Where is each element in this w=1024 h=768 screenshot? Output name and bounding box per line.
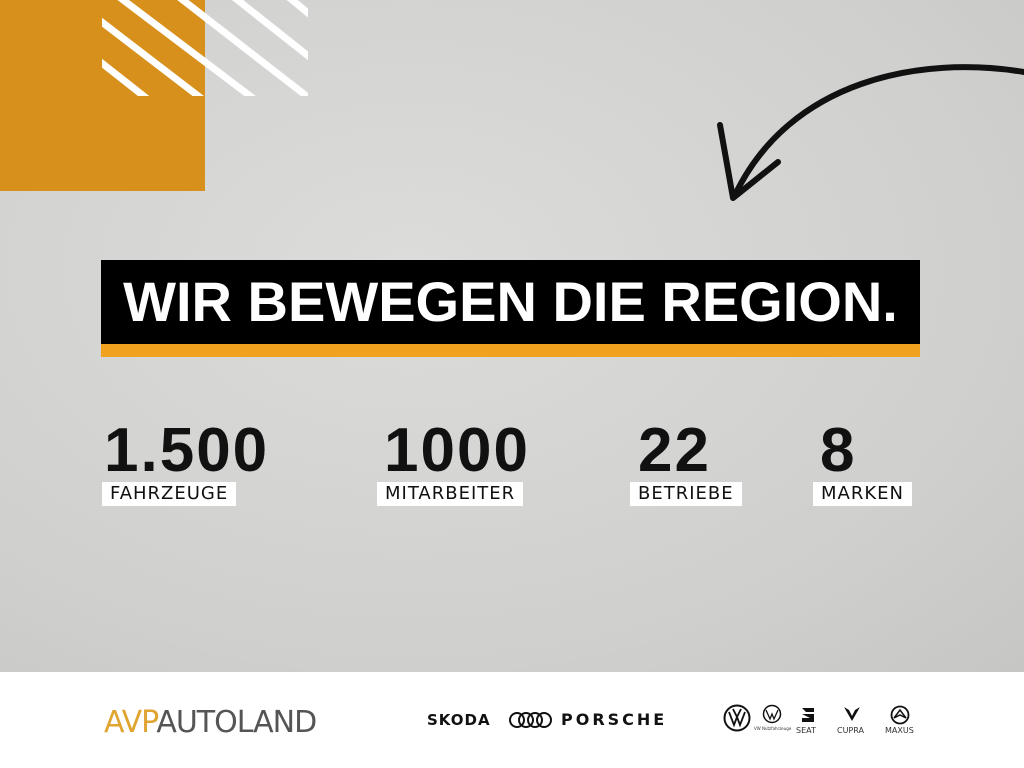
maxus-label: MAXUS bbox=[885, 726, 914, 735]
avp-autoland-logo: AVPAUTOLAND bbox=[104, 705, 317, 740]
vw-commercial-logo-icon bbox=[762, 704, 782, 724]
stat-value: 22 bbox=[638, 416, 711, 485]
stat-label: MITARBEITER bbox=[377, 482, 524, 506]
stat-locations: 22 BETRIEBE bbox=[630, 416, 750, 506]
curved-arrow-icon bbox=[717, 64, 1024, 201]
cupra-logo-icon bbox=[844, 707, 860, 721]
cupra-label: CUPRA bbox=[837, 726, 864, 735]
seat-logo-icon bbox=[802, 708, 814, 722]
headline-banner: WIR BEWEGEN DIE REGION. bbox=[101, 260, 920, 344]
headline-underline bbox=[101, 344, 920, 357]
stat-value: 1.500 bbox=[104, 416, 270, 485]
audi-rings-icon bbox=[509, 712, 552, 728]
stat-label: MARKEN bbox=[813, 482, 912, 506]
stat-employees: 1000 MITARBEITER bbox=[377, 416, 530, 506]
stat-vehicles: 1.500 FAHRZEUGE bbox=[102, 416, 270, 506]
stat-label: BETRIEBE bbox=[630, 482, 742, 506]
vw-commercial-label: VW Nutzfahrzeuge bbox=[754, 726, 792, 731]
footer bbox=[0, 672, 1024, 768]
seat-label: SEAT bbox=[796, 726, 816, 735]
stat-value: 8 bbox=[820, 416, 857, 485]
stat-brands: 8 MARKEN bbox=[813, 416, 919, 506]
stat-label: FAHRZEUGE bbox=[102, 482, 237, 506]
porsche-logo: PORSCHE bbox=[561, 710, 668, 729]
diagonal-stripes-decoration bbox=[102, 0, 308, 96]
stat-value: 1000 bbox=[384, 416, 530, 485]
maxus-logo-icon bbox=[890, 705, 910, 725]
volkswagen-logo-icon bbox=[723, 704, 751, 732]
skoda-logo: SKODA bbox=[427, 711, 491, 729]
